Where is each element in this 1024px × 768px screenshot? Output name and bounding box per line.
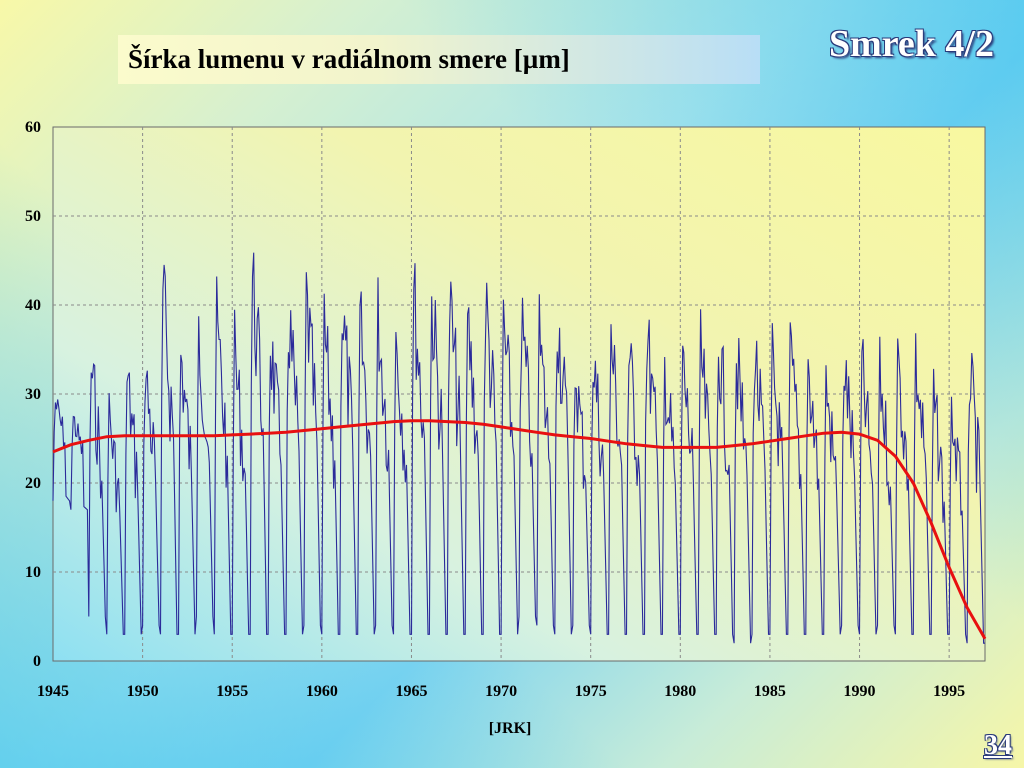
- x-tick-label: 1995: [933, 683, 965, 700]
- y-tick-label: 30: [25, 386, 41, 403]
- chart-title: Šírka lumenu v radiálnom smere [µm]: [118, 35, 760, 84]
- x-tick-label: 1955: [216, 683, 248, 700]
- y-tick-label: 50: [25, 208, 41, 225]
- y-tick-label: 20: [25, 475, 41, 492]
- y-tick-label: 0: [33, 653, 41, 670]
- x-tick-label: 1990: [844, 683, 876, 700]
- x-axis: 1945 1950 1955 1960 1965 1970 1975 1980 1985 1990…: [37, 683, 965, 700]
- y-tick-label: 60: [25, 119, 41, 136]
- page-number-link[interactable]: 34: [984, 730, 1012, 761]
- trend-series-line: [52, 419, 987, 640]
- y-tick-label: 40: [25, 297, 41, 314]
- x-axis-label: [JRK]: [489, 720, 532, 737]
- x-tick-label: 1965: [395, 683, 427, 700]
- x-tick-label: 1975: [575, 683, 607, 700]
- x-tick-label: 1980: [664, 683, 696, 700]
- x-tick-label: 1960: [306, 683, 338, 700]
- y-tick-label: 10: [25, 564, 41, 581]
- x-tick-label: 1950: [127, 683, 159, 700]
- raw-series-line: [52, 252, 985, 644]
- x-tick-label: 1970: [485, 683, 517, 700]
- slide-label: Smrek 4/2: [828, 23, 994, 65]
- x-tick-label: 1945: [37, 683, 69, 700]
- x-tick-label: 1985: [754, 683, 786, 700]
- y-axis: 0 10 20 30 40 50 60: [25, 119, 41, 670]
